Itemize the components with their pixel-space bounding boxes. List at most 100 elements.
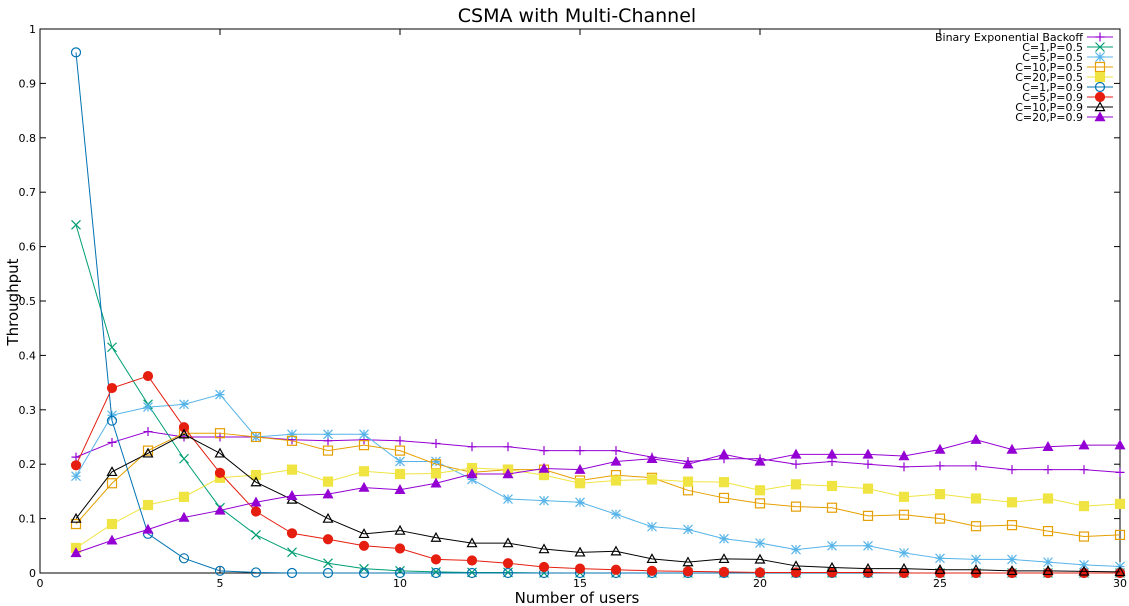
data-point-c-20-p-0-5: [106, 518, 118, 530]
data-point-c-5-p-0-5: [683, 524, 693, 535]
y-tick-label: 1: [29, 23, 36, 36]
series-line-c-1-p-0-9: [75, 52, 1120, 574]
y-tick-label: 0.8: [19, 132, 37, 145]
data-point-c-5-p-0-5: [323, 429, 333, 440]
legend-label-c-20-p-0-9: C=20,P=0.9: [1015, 111, 1083, 124]
data-point-c-20-p-0-5: [754, 485, 766, 496]
legend-label-c-5-p-0-9: C=5,P=0.9: [1022, 91, 1083, 104]
data-point-c-10-p-0-9: [754, 553, 766, 564]
data-point-c-1-p-0-9: [322, 567, 334, 579]
data-point-c-5-p-0-9: [106, 382, 118, 394]
series-line-c-20-p-0-9: [75, 439, 1120, 554]
data-point-c-20-p-0-5: [322, 476, 334, 487]
legend-marker-c-1-p-0-5: [1095, 42, 1105, 52]
data-point-c-20-p-0-5: [970, 493, 982, 504]
data-point-c-1-p-0-5: [179, 453, 189, 464]
data-point-c-20-p-0-9: [934, 443, 946, 454]
data-point-c-1-p-0-9: [358, 567, 370, 579]
data-point-c-20-p-0-5: [826, 480, 838, 492]
legend-label-c-10-p-0-9: C=10,P=0.9: [1015, 101, 1083, 114]
data-point-c-5-p-0-5: [611, 509, 621, 520]
legend-label-c-1-p-0-5: C=1,P=0.5: [1022, 41, 1083, 54]
data-point-c-10-p-0-5: [718, 492, 730, 504]
data-point-c-10-p-0-9: [142, 447, 154, 458]
data-point-c-10-p-0-9: [718, 553, 730, 564]
legend-item-binary-exponential-backoff: Binary Exponential Backoff: [935, 31, 1113, 44]
data-point-c-1-p-0-5: [287, 547, 297, 558]
legend-marker-c-5-p-0-5: [1095, 52, 1105, 62]
data-point-c-20-p-0-9: [826, 448, 838, 459]
data-point-c-5-p-0-5: [719, 533, 729, 544]
data-point-c-20-p-0-5: [250, 469, 262, 481]
data-point-c-10-p-0-9: [322, 512, 334, 523]
data-point-c-20-p-0-5: [142, 499, 154, 511]
data-point-c-5-p-0-9: [754, 567, 766, 578]
series-c-10-p-0-5: [70, 428, 1126, 542]
data-point-c-10-p-0-5: [250, 431, 262, 443]
series-c-1-p-0-9: [70, 47, 1126, 579]
data-point-c-1-p-0-9: [394, 567, 406, 579]
data-point-c-20-p-0-5: [646, 474, 658, 485]
series-c-20-p-0-9: [70, 433, 1126, 558]
data-point-c-20-p-0-5: [1114, 498, 1126, 510]
data-point-c-20-p-0-9: [322, 488, 334, 499]
data-point-c-20-p-0-9: [106, 534, 118, 545]
legend: Binary Exponential BackoffC=1,P=0.5C=5,P…: [935, 31, 1113, 124]
data-point-c-20-p-0-5: [898, 491, 910, 502]
data-point-c-10-p-0-5: [1042, 526, 1054, 537]
data-point-c-5-p-0-5: [467, 474, 477, 485]
data-point-c-1-p-0-9: [430, 567, 442, 579]
data-point-c-20-p-0-9: [1114, 439, 1126, 450]
data-point-c-1-p-0-9: [214, 565, 226, 576]
legend-marker-c-10-p-0-5: [1094, 61, 1106, 73]
chart-title: CSMA with Multi-Channel: [458, 5, 696, 27]
data-point-c-1-p-0-9: [250, 567, 262, 578]
data-point-c-10-p-0-9: [1114, 566, 1126, 577]
data-point-c-20-p-0-9: [1042, 441, 1054, 451]
data-point-c-20-p-0-5: [718, 477, 730, 488]
data-point-c-10-p-0-5: [826, 502, 838, 513]
data-point-binary-exponential-backoff: [863, 459, 873, 469]
data-point-c-5-p-0-5: [179, 399, 189, 410]
x-tick-label: 30: [1113, 577, 1127, 590]
data-point-c-5-p-0-9: [178, 422, 190, 433]
data-point-c-10-p-0-9: [394, 524, 406, 535]
data-point-binary-exponential-backoff: [1079, 465, 1089, 475]
data-point-c-5-p-0-5: [359, 429, 369, 440]
data-point-c-5-p-0-9: [322, 534, 334, 545]
legend-item-c-5-p-0-5: C=5,P=0.5: [1022, 51, 1113, 64]
data-point-c-5-p-0-9: [574, 563, 586, 574]
data-point-c-20-p-0-9: [286, 490, 298, 500]
data-point-c-10-p-0-5: [106, 478, 118, 489]
data-point-c-5-p-0-9: [466, 555, 478, 566]
data-point-binary-exponential-backoff: [971, 461, 981, 471]
legend-label-c-20-p-0-5: C=20,P=0.5: [1015, 71, 1083, 84]
data-point-c-5-p-0-9: [790, 567, 802, 578]
data-point-c-20-p-0-9: [646, 453, 658, 463]
legend-marker-c-5-p-0-9: [1094, 91, 1106, 103]
data-point-c-10-p-0-5: [970, 521, 982, 532]
plot-border: [39, 28, 1121, 574]
x-tick-label: 25: [933, 577, 947, 590]
series-c-5-p-0-5: [71, 389, 1125, 572]
data-point-c-20-p-0-5: [682, 476, 694, 487]
legend-marker-binary-exponential-backoff: [1095, 32, 1105, 42]
data-point-c-20-p-0-9: [682, 458, 694, 469]
data-point-c-10-p-0-5: [790, 501, 802, 512]
data-point-c-5-p-0-9: [646, 565, 658, 576]
data-point-c-1-p-0-5: [107, 342, 117, 353]
data-point-c-20-p-0-5: [430, 468, 442, 479]
legend-item-c-20-p-0-5: C=20,P=0.5: [1015, 71, 1113, 84]
data-point-c-5-p-0-9: [70, 460, 82, 471]
legend-item-c-20-p-0-9: C=20,P=0.9: [1015, 111, 1113, 124]
data-point-c-10-p-0-5: [70, 518, 82, 530]
data-point-c-10-p-0-9: [1078, 565, 1090, 576]
data-point-c-10-p-0-5: [1078, 531, 1090, 542]
data-point-c-5-p-0-5: [899, 547, 909, 558]
data-point-c-10-p-0-5: [322, 445, 334, 456]
data-point-c-5-p-0-5: [71, 471, 81, 482]
legend-label-c-1-p-0-9: C=1,P=0.9: [1022, 81, 1083, 94]
series-layer: [70, 47, 1126, 579]
axis-ticks: 0 5 10 15 20 25 30 0 0.1 0.2 0.3 0.4 0.5 0.6 0.7 0.8 0.9…: [19, 23, 1128, 590]
y-axis-label: Throughput: [4, 258, 22, 346]
